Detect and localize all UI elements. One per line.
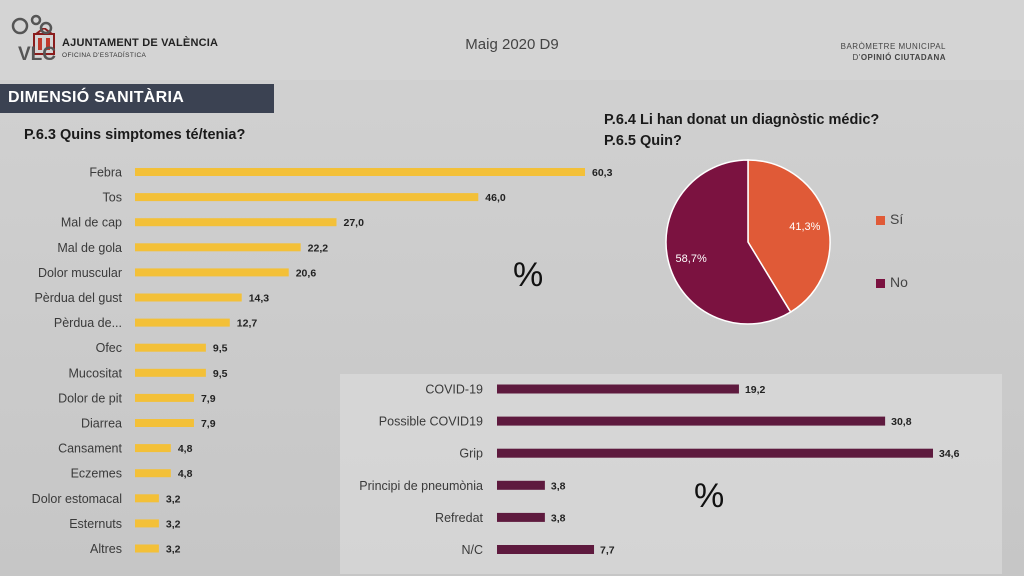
diagnosis-category-label: COVID-19 [425, 383, 483, 397]
diagnosis-bar [497, 512, 545, 522]
symptom-category-label: Altres [90, 542, 122, 556]
symptom-value-label: 4,8 [178, 443, 193, 455]
diagnosis-category-label: Possible COVID19 [379, 415, 483, 429]
org-subtitle: OFICINA D'ESTADÍSTICA [62, 52, 147, 59]
header-bar [0, 0, 1024, 80]
org-name: AJUNTAMENT DE VALÈNCIA [62, 37, 219, 49]
symptom-value-label: 7,9 [201, 418, 216, 430]
symptom-bar [135, 494, 159, 503]
symptom-value-label: 3,2 [166, 493, 181, 505]
symptom-value-label: 9,5 [213, 368, 228, 380]
survey-period: Maig 2020 D9 [465, 36, 559, 53]
diagnosis-question-2: P.6.5 Quin? [604, 133, 682, 149]
diagnosis-bar [497, 448, 933, 458]
symptom-bar [135, 393, 194, 402]
diagnosis-value-label: 3,8 [551, 512, 566, 524]
barometer-prefix: D' [852, 53, 861, 62]
symptom-value-label: 3,2 [166, 518, 181, 530]
symptom-category-label: Mucositat [69, 366, 123, 380]
diagnosis-bar [497, 545, 595, 554]
symptom-value-label: 22,2 [308, 242, 329, 254]
symptom-category-label: Ofec [96, 341, 122, 355]
symptom-category-label: Pèrdua del gust [34, 291, 122, 305]
legend-swatch-yes [876, 216, 885, 225]
symptom-category-label: Dolor de pit [58, 391, 122, 405]
symptom-bar [135, 243, 301, 252]
symptom-category-label: Dolor estomacal [32, 492, 122, 506]
pie-slice [665, 159, 792, 325]
symptom-bar [135, 419, 194, 427]
symptom-bar [135, 268, 289, 277]
diagnosis-question-1: P.6.4 Li han donat un diagnòstic médic? [604, 112, 880, 128]
diagnosis-bar [497, 480, 545, 490]
symptom-category-label: Cansament [58, 442, 122, 456]
legend-swatch-no [876, 279, 885, 288]
diagnosis-category-label: Grip [459, 447, 483, 461]
section-banner: DIMENSIÓ SANITÀRIA [0, 84, 274, 113]
pie-slice-value-label: 58,7% [676, 253, 707, 265]
symptom-category-label: Febra [89, 166, 122, 180]
symptom-category-label: Pèrdua de... [54, 316, 122, 330]
diagnosis-value-label: 19,2 [745, 384, 766, 396]
diagnosis-category-label: N/C [461, 543, 483, 557]
symptom-bar [135, 469, 171, 478]
symptom-value-label: 27,0 [343, 217, 364, 229]
diagnosis-value-label: 30,8 [891, 416, 912, 428]
barometer-line-1: BARÒMETRE MUNICIPAL [840, 42, 946, 51]
symptom-category-label: Mal de cap [61, 216, 122, 230]
diagnosis-category-label: Refredat [435, 511, 483, 525]
symptom-value-label: 20,6 [296, 267, 317, 279]
symptom-category-label: Diarrea [81, 417, 122, 431]
barometer-line-2: D'OPINIÓ CIUTADANA [841, 52, 946, 63]
symptom-bar [135, 318, 230, 327]
pie-slice-value-label: 41,3% [789, 221, 820, 233]
symptom-value-label: 7,9 [201, 393, 216, 405]
symptom-bar [135, 293, 242, 302]
vlc-logo: VLC [11, 14, 56, 64]
symptom-value-label: 12,7 [237, 318, 258, 330]
symptom-category-label: Dolor muscular [38, 266, 122, 280]
percent-symbol-diagnosis: % [694, 477, 725, 515]
symptom-value-label: 60,3 [592, 167, 613, 179]
pie-slice [747, 159, 831, 314]
diagnosis-value-label: 34,6 [939, 448, 960, 460]
symptom-category-label: Esternuts [69, 517, 122, 531]
symptom-bar [135, 544, 159, 553]
diagnosis-chart-title: P.6.4 Li han donat un diagnòstic médic? … [604, 110, 879, 152]
symptom-bar [135, 193, 479, 202]
diagnosis-value-label: 3,8 [551, 480, 566, 492]
legend-label-yes: Sí [890, 211, 904, 227]
symptom-category-label: Mal de gola [57, 241, 122, 255]
symptom-bar [135, 218, 337, 227]
section-title: DIMENSIÓ SANITÀRIA [8, 89, 185, 106]
symptom-bar [135, 343, 206, 352]
symptoms-chart-title: P.6.3 Quins simptomes té/tenia? [24, 127, 246, 143]
diagnosis-bar [497, 384, 739, 394]
diagnosis-category-label: Principi de pneumònia [359, 479, 483, 493]
symptom-bar [135, 519, 159, 528]
brand-text: VLC [18, 44, 56, 64]
symptom-bar [135, 168, 585, 176]
diagnosis-bar [497, 416, 886, 426]
barometer-bold: OPINIÓ CIUTADANA [860, 53, 946, 62]
symptom-value-label: 46,0 [485, 192, 506, 204]
symptom-value-label: 14,3 [249, 293, 270, 305]
diagnosis-value-label: 7,7 [600, 545, 615, 557]
barometer-brand-text: BARÒMETRE MUNICIPAL D'OPINIÓ CIUTADANA [841, 41, 946, 63]
symptom-category-label: Eczemes [71, 467, 122, 481]
symptom-category-label: Tos [103, 191, 122, 205]
diagnosis-bar-panel [340, 374, 1002, 574]
symptom-bar [135, 368, 206, 377]
percent-symbol-symptoms: % [513, 256, 544, 294]
symptom-value-label: 3,2 [166, 544, 181, 556]
symptom-bar [135, 444, 171, 453]
symptom-value-label: 9,5 [213, 343, 228, 355]
symptom-value-label: 4,8 [178, 468, 193, 480]
legend-label-no: No [890, 274, 908, 290]
